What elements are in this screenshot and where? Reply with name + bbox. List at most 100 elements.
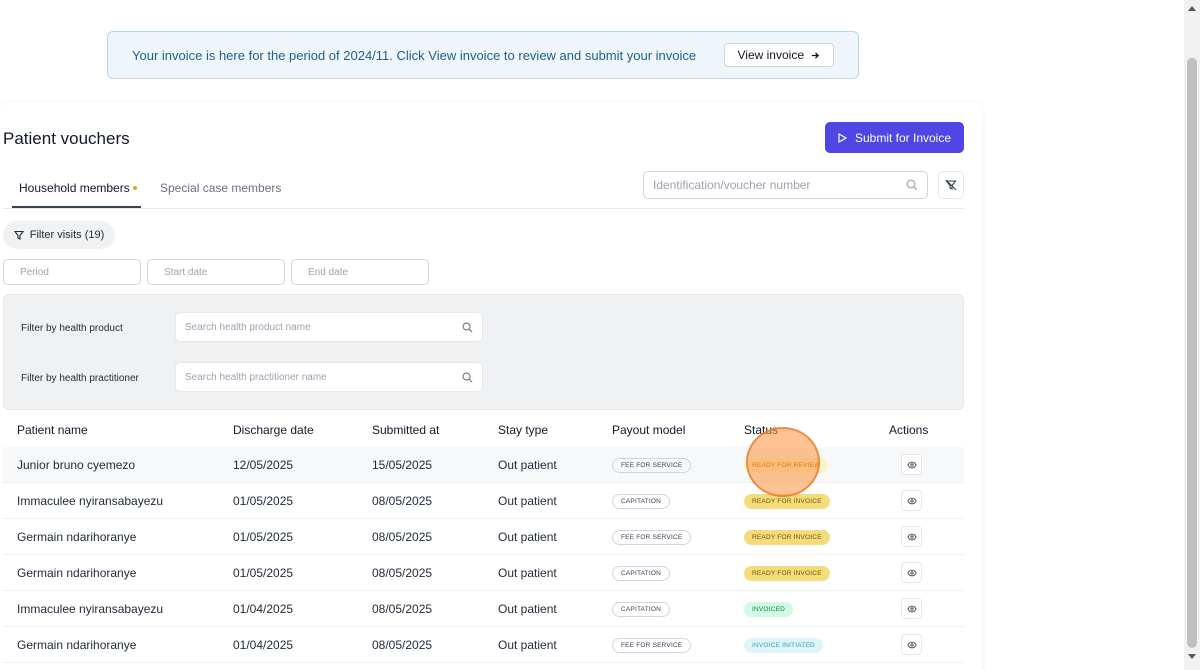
start-date-input[interactable] (164, 266, 296, 278)
table-row[interactable]: Germain ndarihoranye 01/04/2025 08/05/2025… (3, 627, 964, 663)
stay-type: Out patient (498, 494, 557, 508)
view-details-button[interactable] (901, 490, 922, 511)
view-details-button[interactable] (901, 598, 922, 619)
view-details-button[interactable] (901, 526, 922, 547)
discharge-date: 12/05/2025 (233, 458, 294, 472)
header-status: Status (744, 423, 779, 437)
eye-icon (906, 569, 917, 577)
status-badge: READY FOR INVOICE (744, 530, 830, 545)
page-title: Patient vouchers (3, 129, 130, 148)
health-product-search (175, 312, 483, 342)
header-actions: Actions (889, 423, 929, 437)
status-badge: READY FOR REVIEW (744, 458, 829, 473)
tab-household-members[interactable]: Household members (19, 181, 130, 195)
submit-label: Submit for Invoice (854, 130, 952, 145)
end-date-input[interactable] (308, 266, 440, 278)
stay-type: Out patient (498, 530, 557, 544)
health-practitioner-search (175, 362, 483, 392)
submitted-at: 15/05/2025 (372, 458, 433, 472)
view-details-button[interactable] (901, 454, 922, 475)
scroll-down-arrow-icon[interactable] (1188, 654, 1196, 659)
start-date-picker (147, 259, 296, 285)
stay-type: Out patient (498, 602, 557, 616)
submitted-at: 08/05/2025 (372, 494, 433, 508)
payout-badge: CAPITATION (612, 602, 671, 617)
invoice-banner: Your invoice is here for the period of 2… (107, 31, 859, 79)
view-details-button[interactable] (901, 634, 922, 655)
eye-icon (906, 641, 917, 649)
table-row[interactable]: Germain ndarihoranye 01/05/2025 08/05/2025… (3, 519, 964, 555)
search-icon (462, 322, 473, 332)
patient-name: Immaculee nyiransabayezu (17, 602, 164, 616)
patient-name: Junior bruno cyemezo (17, 458, 136, 472)
period-input[interactable] (20, 266, 152, 278)
table-row[interactable]: Junior bruno cyemezo 12/05/2025 15/05/2025… (3, 447, 964, 483)
tabs-divider (3, 208, 964, 209)
discharge-date: 01/05/2025 (233, 530, 294, 544)
header-discharge-date: Discharge date (233, 423, 314, 437)
scrollbar-thumb[interactable] (1187, 58, 1197, 648)
payout-badge: FEE FOR SERVICE (612, 638, 692, 653)
discharge-date: 01/05/2025 (233, 566, 294, 580)
eye-icon (906, 605, 917, 613)
tab-indicator-dot (133, 186, 137, 190)
payout-badge: CAPITATION (612, 566, 671, 581)
status-badge: INVOICE INITIATED (744, 638, 823, 653)
table-row[interactable]: Immaculee nyiransabayezu 01/04/2025 08/05/… (3, 591, 964, 627)
status-badge: READY FOR INVOICE (744, 566, 830, 581)
filter-visits-label: Filter visits (19) (29, 229, 105, 241)
submitted-at: 08/05/2025 (372, 566, 433, 580)
active-tab-underline (12, 206, 141, 208)
clear-filter-button[interactable] (938, 171, 964, 199)
banner-text: Your invoice is here for the period of 2… (132, 47, 697, 63)
voucher-search (643, 171, 928, 199)
submitted-at: 08/05/2025 (372, 638, 433, 652)
eye-icon (906, 497, 917, 505)
voucher-search-input[interactable] (653, 178, 906, 192)
discharge-date: 01/04/2025 (233, 638, 294, 652)
filter-off-icon (945, 179, 957, 191)
health-practitioner-label: Filter by health practitioner (21, 373, 139, 384)
period-picker (3, 259, 152, 285)
health-practitioner-input[interactable] (185, 371, 462, 383)
arrow-right-icon (811, 51, 820, 59)
scroll-up-arrow-icon[interactable] (1188, 6, 1196, 11)
end-date-picker (291, 259, 440, 285)
payout-badge: FEE FOR SERVICE (612, 458, 692, 473)
submitted-at: 08/05/2025 (372, 602, 433, 616)
patient-name: Germain ndarihoranye (17, 566, 137, 580)
stay-type: Out patient (498, 458, 557, 472)
filter-visits-chip[interactable]: Filter visits (19) (3, 221, 115, 249)
discharge-date: 01/05/2025 (233, 494, 294, 508)
tab-special-case-members[interactable]: Special case members (160, 181, 282, 195)
eye-icon (906, 533, 917, 541)
submit-for-invoice-button[interactable]: Submit for Invoice (825, 122, 964, 153)
patient-name: Immaculee nyiransabayezu (17, 494, 164, 508)
header-stay-type: Stay type (498, 423, 549, 437)
patient-name: Germain ndarihoranye (17, 638, 137, 652)
health-product-input[interactable] (185, 321, 462, 333)
header-payout-model: Payout model (612, 423, 686, 437)
search-icon (462, 372, 473, 382)
view-invoice-button[interactable]: View invoice (723, 43, 834, 67)
view-details-button[interactable] (901, 562, 922, 583)
table-row[interactable]: Immaculee nyiransabayezu 01/05/2025 08/05/… (3, 483, 964, 519)
advanced-filter-panel (3, 294, 964, 410)
search-icon (906, 179, 918, 191)
payout-badge: CAPITATION (612, 494, 671, 509)
header-patient-name: Patient name (17, 423, 88, 437)
play-icon (838, 132, 847, 143)
table-row[interactable]: Germain ndarihoranye 01/05/2025 08/05/2025… (3, 555, 964, 591)
eye-icon (906, 461, 917, 469)
stay-type: Out patient (498, 566, 557, 580)
status-badge: INVOICED (744, 602, 794, 617)
stay-type: Out patient (498, 638, 557, 652)
submitted-at: 08/05/2025 (372, 530, 433, 544)
header-submitted-at: Submitted at (372, 423, 440, 437)
patient-name: Germain ndarihoranye (17, 530, 137, 544)
health-product-label: Filter by health product (21, 323, 123, 334)
status-badge: READY FOR INVOICE (744, 494, 830, 509)
discharge-date: 01/04/2025 (233, 602, 294, 616)
funnel-icon (13, 230, 24, 240)
